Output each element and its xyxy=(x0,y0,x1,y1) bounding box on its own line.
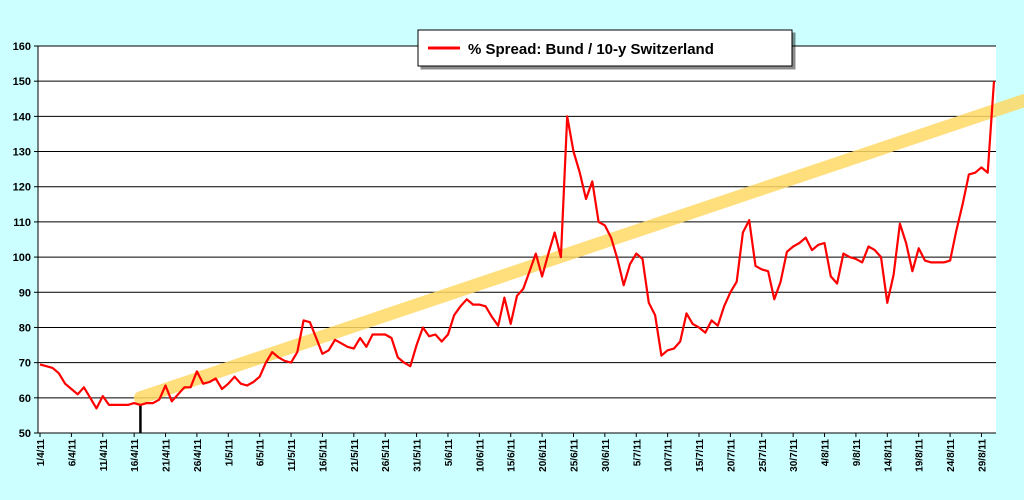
x-tick-label: 24/8/11 xyxy=(946,439,957,472)
x-tick-label: 25/6/11 xyxy=(569,439,580,472)
y-tick-label: 120 xyxy=(13,182,31,194)
x-tick-label: 10/6/11 xyxy=(475,439,486,472)
x-tick-label: 11/4/11 xyxy=(99,439,110,472)
x-tick-label: 29/8/11 xyxy=(977,439,988,472)
x-tick-label: 4/8/11 xyxy=(821,439,832,467)
y-tick-label: 130 xyxy=(13,147,31,159)
gridlines xyxy=(38,45,996,434)
x-tick-label: 16/5/11 xyxy=(318,439,329,472)
y-tick-label: 80 xyxy=(19,322,31,334)
series-line xyxy=(39,81,996,410)
y-tick-label: 60 xyxy=(19,393,31,405)
y-tick-label: 140 xyxy=(13,111,31,123)
x-tick-label: 9/8/11 xyxy=(852,439,863,467)
x-tick-label: 30/6/11 xyxy=(601,439,612,472)
x-tick-label: 16/4/11 xyxy=(130,439,141,472)
x-tick-label: 1/5/11 xyxy=(224,439,235,467)
x-tick-label: 21/4/11 xyxy=(162,439,173,472)
x-tick-label: 30/7/11 xyxy=(789,439,800,472)
x-tick-label: 15/6/11 xyxy=(507,439,518,472)
plot-area xyxy=(38,46,996,433)
x-axis-ticks: 1/4/11 6/4/11 11/4/11 16/4/11 21/4/11 26/4/11… xyxy=(36,433,988,472)
x-tick-label: 10/7/11 xyxy=(664,439,675,472)
x-tick-label: 5/7/11 xyxy=(632,439,643,467)
legend: % Spread: Bund / 10-y Switzerland xyxy=(417,29,793,67)
legend-box xyxy=(417,29,793,67)
y-tick-label: 160 xyxy=(13,41,31,53)
x-tick-label: 31/5/11 xyxy=(413,439,424,472)
x-tick-label: 19/8/11 xyxy=(915,439,926,472)
x-tick-label: 26/4/11 xyxy=(193,439,204,472)
x-tick-label: 1/4/11 xyxy=(36,439,47,467)
x-tick-label: 6/4/11 xyxy=(67,439,78,467)
legend-label: % Spread: Bund / 10-y Switzerland xyxy=(468,41,714,58)
x-tick-label: 11/5/11 xyxy=(287,439,298,472)
y-tick-label: 100 xyxy=(13,252,31,264)
y-tick-label: 70 xyxy=(19,358,31,370)
y-axis-ticks: 50 60 70 80 90 100 110 120 130 140 150 160 xyxy=(13,41,38,440)
x-tick-label: 15/7/11 xyxy=(695,439,706,472)
y-tick-label: 90 xyxy=(19,287,31,299)
x-tick-label: 26/5/11 xyxy=(381,439,392,472)
x-tick-label: 20/7/11 xyxy=(726,439,737,472)
x-tick-label: 5/6/11 xyxy=(444,439,455,467)
x-tick-label: 14/8/11 xyxy=(883,439,894,472)
y-tick-label: 150 xyxy=(13,76,31,88)
y-tick-label: 50 xyxy=(19,428,31,440)
x-tick-label: 25/7/11 xyxy=(758,439,769,472)
x-tick-label: 21/5/11 xyxy=(350,439,361,472)
x-tick-label: 6/5/11 xyxy=(256,439,267,467)
y-tick-label: 110 xyxy=(13,217,31,229)
x-tick-label: 20/6/11 xyxy=(538,439,549,472)
